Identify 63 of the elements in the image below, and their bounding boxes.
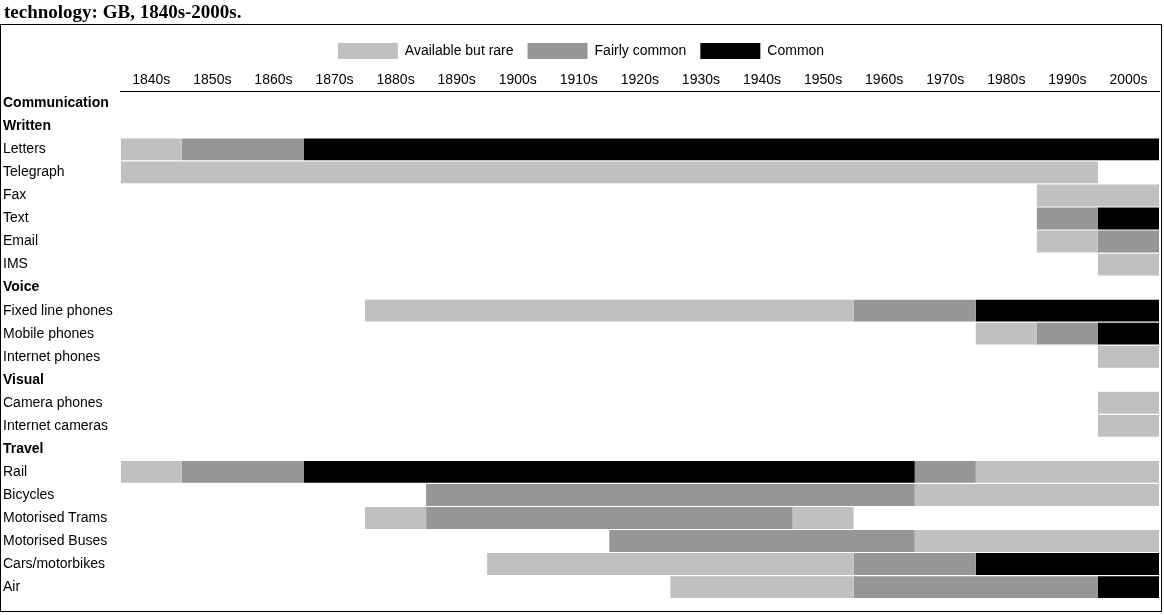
bar — [1036, 184, 1159, 207]
y-tick-label: Written — [3, 117, 51, 134]
y-tick-label: Fixed line phones — [3, 301, 113, 318]
x-tick-label: 1880s — [376, 71, 415, 88]
y-tick-label: Telegraph — [3, 163, 65, 180]
bar — [365, 299, 854, 322]
y-tick-label: Text — [3, 209, 29, 226]
bar — [1036, 207, 1098, 230]
bar — [1036, 230, 1098, 253]
y-tick-label: Fax — [3, 186, 27, 203]
y-tick-label: Rail — [3, 462, 28, 479]
y-tick-label: Internet cameras — [3, 416, 109, 433]
bar — [120, 460, 182, 483]
bar — [792, 507, 854, 529]
y-tick-label: Internet phones — [3, 347, 101, 364]
legend-label: Common — [767, 41, 825, 58]
x-tick-label: 1970s — [926, 71, 965, 88]
x-tick-label: 1840s — [132, 71, 171, 88]
x-tick-label: 2000s — [1109, 71, 1148, 88]
bar — [1097, 230, 1159, 253]
bar — [914, 460, 976, 483]
y-tick-label: Communication — [3, 94, 109, 111]
bar — [303, 138, 1159, 161]
bar — [914, 530, 1159, 552]
x-tick-label: 1950s — [804, 71, 843, 88]
y-tick-label: Voice — [3, 278, 40, 295]
bar — [1097, 345, 1159, 368]
bar — [1097, 207, 1159, 230]
bar — [365, 507, 427, 529]
x-tick-label: 1930s — [681, 71, 721, 88]
y-tick-label: Motorised Trams — [3, 508, 108, 525]
bar — [853, 299, 976, 322]
x-tick-label: 1860s — [254, 71, 293, 88]
y-tick-label: Email — [3, 232, 39, 249]
y-tick-label: Visual — [3, 370, 44, 387]
y-tick-label: Camera phones — [3, 393, 103, 410]
x-tick-label: 1940s — [742, 71, 782, 88]
x-tick-label: 1960s — [865, 71, 904, 88]
y-tick-label: IMS — [3, 255, 28, 272]
x-tick-label: 1910s — [559, 71, 598, 88]
y-tick-label: Letters — [3, 140, 46, 157]
bar — [975, 322, 1037, 345]
bar — [181, 138, 304, 161]
x-tick-label: 1920s — [620, 71, 659, 88]
x-tick-label: 1980s — [987, 71, 1026, 88]
y-tick-label: Mobile phones — [3, 324, 95, 341]
y-tick-label: Cars/motorbikes — [3, 554, 105, 571]
bar — [303, 460, 915, 483]
legend-label: Available but rare — [404, 41, 514, 58]
legend-label: Fairly common — [594, 41, 687, 58]
chart-title: technology: GB, 1840s-2000s. — [3, 0, 243, 24]
y-tick-label: Motorised Buses — [3, 531, 108, 548]
y-tick-label: Travel — [3, 439, 44, 456]
bar — [1097, 253, 1159, 276]
bar — [181, 460, 304, 483]
y-tick-label: Air — [3, 577, 21, 594]
x-tick-label: 1890s — [437, 71, 476, 88]
x-tick-label: 1990s — [1048, 71, 1087, 88]
bar — [1036, 322, 1098, 345]
x-tick-label: 1900s — [498, 71, 537, 88]
x-tick-label: 1870s — [315, 71, 354, 88]
y-tick-label: Bicycles — [3, 485, 55, 502]
x-tick-label: 1850s — [193, 71, 232, 88]
